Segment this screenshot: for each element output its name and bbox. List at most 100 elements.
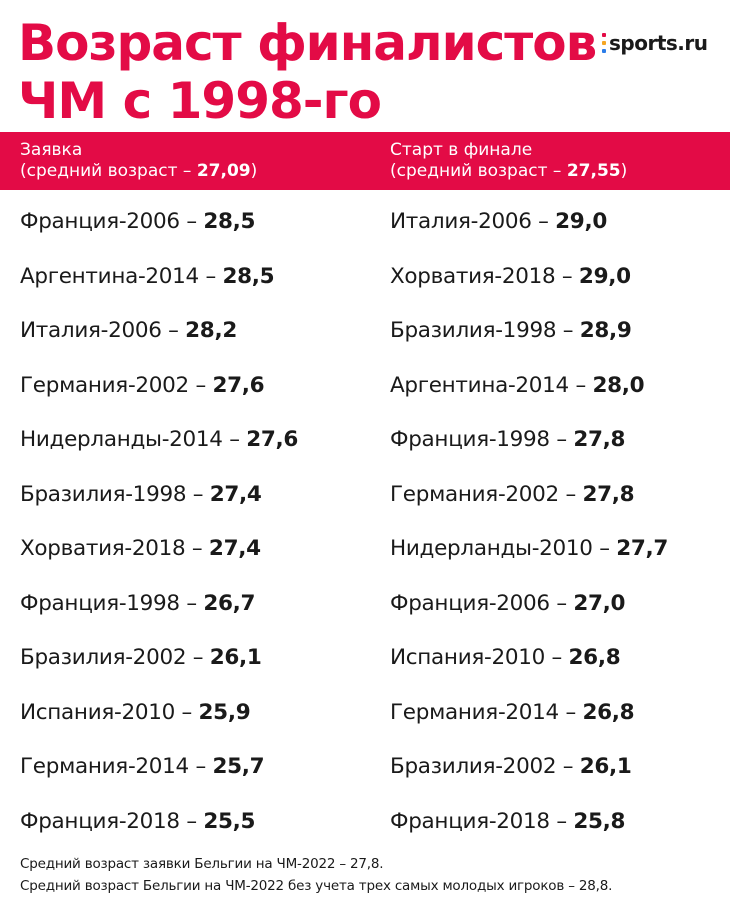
team-name: Франция-2018 xyxy=(20,808,180,834)
separator: – xyxy=(186,481,210,507)
header-squad-average-value: 27,09 xyxy=(196,161,251,181)
team-name: Бразилия-1998 xyxy=(20,481,187,507)
table-row: Испания-2010 – 25,9 Германия-2014 – 26,8 xyxy=(0,687,730,742)
header-final-start-average: (средний возраст – 27,55) xyxy=(390,161,627,182)
table-row: Аргентина-2014 – 28,5 Хорватия-2018 – 29,… xyxy=(0,251,730,306)
header-squad-average-suffix: ) xyxy=(250,161,258,181)
table-header: Заявка (средний возраст – 27,09) Старт в… xyxy=(0,132,730,190)
team-name: Франция-2006 xyxy=(20,209,180,234)
logo-dot-red xyxy=(602,33,606,37)
sports-ru-logo: sports.ru xyxy=(602,30,708,56)
separator: – xyxy=(188,372,213,398)
final-start-age-cell: Германия-2014 – 26,8 xyxy=(390,699,635,727)
average-age: 27,7 xyxy=(616,536,669,561)
average-age: 26,1 xyxy=(209,645,262,670)
separator: – xyxy=(179,590,204,616)
squad-age-cell: Франция-1998 – 26,7 xyxy=(20,590,256,618)
final-start-age-cell: Нидерланды-2010 – 27,7 xyxy=(390,535,668,563)
header-final-start-title: Старт в финале xyxy=(390,140,533,160)
separator: – xyxy=(188,754,213,779)
title-line-2: ЧМ с 1998-го xyxy=(18,72,382,130)
final-start-age-cell: Франция-2006 – 27,0 xyxy=(390,590,626,618)
separator: – xyxy=(556,318,580,343)
separator: – xyxy=(186,645,210,670)
footnote-1: Средний возраст заявки Бельгии на ЧМ-202… xyxy=(20,856,384,872)
squad-age-cell: Италия-2006 – 28,2 xyxy=(20,317,237,345)
average-age: 27,6 xyxy=(212,372,265,398)
final-start-age-cell: Бразилия-2002 – 26,1 xyxy=(390,753,632,781)
separator: – xyxy=(568,372,593,398)
team-name: Франция-1998 xyxy=(390,427,550,452)
final-start-age-cell: Аргентина-2014 – 28,0 xyxy=(390,372,645,400)
team-name: Аргентина-2014 xyxy=(20,263,199,289)
separator: – xyxy=(222,427,247,452)
header-squad-average-prefix: (средний возраст – xyxy=(20,161,197,181)
separator: – xyxy=(179,808,204,834)
average-age: 29,0 xyxy=(578,263,631,289)
team-name: Италия-2006 xyxy=(390,209,532,234)
average-age: 25,7 xyxy=(212,754,265,779)
team-name: Франция-2018 xyxy=(390,808,550,834)
logo-text: sports.ru xyxy=(609,31,708,55)
separator: – xyxy=(558,481,583,507)
average-age: 28,9 xyxy=(579,318,632,343)
header-final-start: Старт в финале (средний возраст – 27,55) xyxy=(390,140,627,182)
page-title: Возраст финалистов ЧМ с 1998-го xyxy=(18,14,597,130)
squad-age-cell: Бразилия-2002 – 26,1 xyxy=(20,644,262,672)
team-name: Бразилия-2002 xyxy=(390,754,557,779)
title-line-1: Возраст финалистов xyxy=(18,14,597,72)
table-body: Франция-2006 – 28,5 Италия-2006 – 29,0 Арг… xyxy=(0,196,730,850)
separator: – xyxy=(549,427,574,452)
squad-age-cell: Германия-2002 – 27,6 xyxy=(20,372,265,400)
header-squad-average: (средний возраст – 27,09) xyxy=(20,161,257,182)
table-row: Бразилия-2002 – 26,1 Испания-2010 – 26,8 xyxy=(0,632,730,687)
average-age: 25,5 xyxy=(203,808,256,834)
final-start-age-cell: Хорватия-2018 – 29,0 xyxy=(390,263,631,291)
table-row: Италия-2006 – 28,2 Бразилия-1998 – 28,9 xyxy=(0,305,730,360)
table-row: Германия-2014 – 25,7 Бразилия-2002 – 26,1 xyxy=(0,741,730,796)
average-age: 27,4 xyxy=(209,481,262,507)
separator: – xyxy=(544,645,569,670)
header-squad-title: Заявка xyxy=(20,140,83,160)
average-age: 27,8 xyxy=(582,481,635,507)
team-name: Бразилия-2002 xyxy=(20,645,187,670)
average-age: 28,2 xyxy=(185,318,237,343)
average-age: 26,7 xyxy=(203,590,256,616)
squad-age-cell: Франция-2006 – 28,5 xyxy=(20,208,256,236)
team-name: Нидерланды-2014 xyxy=(20,427,223,452)
separator: – xyxy=(556,754,580,779)
separator: – xyxy=(555,263,579,289)
separator: – xyxy=(179,209,204,234)
team-name: Франция-2006 xyxy=(390,590,550,616)
separator: – xyxy=(592,536,617,561)
average-age: 28,0 xyxy=(592,372,645,398)
team-name: Германия-2002 xyxy=(20,372,189,398)
squad-age-cell: Нидерланды-2014 – 27,6 xyxy=(20,426,298,454)
team-name: Бразилия-1998 xyxy=(390,318,557,343)
logo-dot-orange xyxy=(602,41,606,45)
table-row: Германия-2002 – 27,6 Аргентина-2014 – 28,… xyxy=(0,360,730,415)
table-row: Нидерланды-2014 – 27,6 Франция-1998 – 27,… xyxy=(0,414,730,469)
squad-age-cell: Аргентина-2014 – 28,5 xyxy=(20,263,275,291)
average-age: 25,9 xyxy=(198,699,251,725)
header-final-start-average-suffix: ) xyxy=(620,161,628,181)
squad-age-cell: Франция-2018 – 25,5 xyxy=(20,808,256,836)
team-name: Хорватия-2018 xyxy=(390,263,556,289)
average-age: 25,8 xyxy=(573,808,626,834)
logo-dot-blue xyxy=(602,49,606,53)
separator: – xyxy=(531,209,556,234)
final-start-age-cell: Бразилия-1998 – 28,9 xyxy=(390,317,632,345)
table-row: Хорватия-2018 – 27,4 Нидерланды-2010 – 27… xyxy=(0,523,730,578)
team-name: Нидерланды-2010 xyxy=(390,536,593,561)
separator: – xyxy=(558,699,583,725)
team-name: Испания-2010 xyxy=(20,699,175,725)
header-final-start-average-value: 27,55 xyxy=(566,161,621,181)
average-age: 28,5 xyxy=(222,263,275,289)
final-start-age-cell: Германия-2002 – 27,8 xyxy=(390,481,635,509)
team-name: Италия-2006 xyxy=(20,318,162,343)
separator: – xyxy=(549,590,574,616)
average-age: 27,6 xyxy=(246,427,299,452)
final-start-age-cell: Франция-1998 – 27,8 xyxy=(390,426,626,454)
table-row: Франция-2018 – 25,5 Франция-2018 – 25,8 xyxy=(0,796,730,851)
average-age: 26,1 xyxy=(579,754,632,779)
